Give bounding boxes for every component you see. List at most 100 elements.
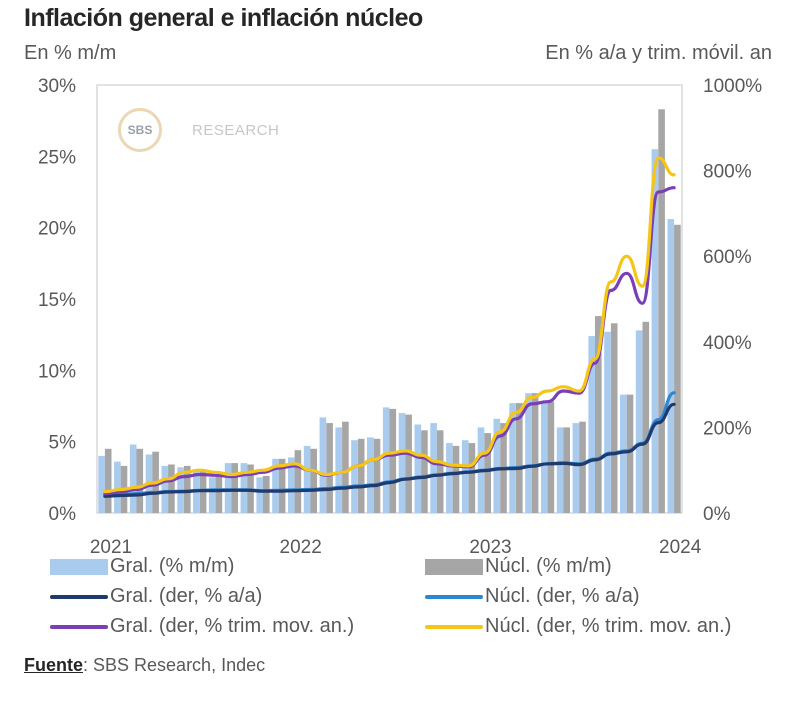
line-gral-yoy (103, 402, 676, 498)
right-axis-label: En % a/a y trim. móvil. an (545, 42, 772, 64)
left-tick-label: 25% (38, 147, 76, 168)
x-tick-label: 2022 (280, 537, 322, 558)
bar-gral-mm (398, 413, 406, 513)
sbs-logo-icon: SBS (118, 108, 162, 152)
bar-nucl-mm (263, 475, 270, 513)
right-tick-label: 600% (703, 247, 752, 268)
bar-nucl-mm (231, 463, 238, 513)
bar-gral-mm (541, 401, 548, 513)
bar-nucl-mm (516, 403, 523, 513)
bar-nucl-mm (579, 421, 586, 513)
lines-group (103, 156, 676, 498)
bar-nucl-mm (626, 394, 634, 513)
source-text: : SBS Research, Indec (83, 655, 266, 675)
line-nucl-3m (103, 156, 676, 494)
bar-gral-mm (620, 394, 627, 513)
legend-label: Gral. (% m/m) (110, 555, 235, 577)
bar-nucl-mm (595, 316, 602, 513)
bar-nucl-mm (373, 438, 381, 513)
bar-gral-mm (556, 427, 564, 513)
source-note: Fuente: SBS Research, Indec (24, 655, 265, 676)
bar-nucl-mm (342, 421, 349, 513)
right-tick-label: 200% (703, 418, 752, 439)
legend-label: Gral. (der, % trim. mov. an.) (110, 615, 355, 637)
right-tick-label: 800% (703, 162, 752, 183)
bar-gral-mm (161, 465, 169, 513)
bar-gral-mm (604, 331, 611, 513)
bar-gral-mm (509, 403, 516, 513)
right-tick-label: 1000% (703, 76, 762, 97)
bar-gral-mm (319, 417, 327, 513)
legend-swatch-nucl-mm (425, 558, 483, 575)
left-tick-label: 30% (38, 76, 76, 97)
legend-item-nucl-mm: Núcl. (% m/m) (425, 555, 612, 578)
x-ticks: 2021 2022 2023 2024 (90, 537, 702, 558)
legend-item-nucl-yoy: Núcl. (der, % a/a) (425, 585, 640, 608)
legend-swatch-gral-3m (50, 624, 108, 629)
left-y-ticks: 0% 5% 10% 15% 20% 25% 30% (38, 76, 76, 525)
bar-gral-mm (635, 330, 643, 513)
left-tick-label: 20% (38, 219, 76, 240)
bar-nucl-mm (278, 458, 286, 513)
bar-nucl-mm (136, 448, 144, 513)
bar-nucl-mm (531, 393, 539, 513)
legend-label: Núcl. (der, % trim. mov. an.) (485, 615, 732, 637)
bar-nucl-mm (405, 414, 412, 513)
bar-gral-mm (430, 423, 437, 513)
bar-gral-mm (525, 393, 532, 513)
bar-gral-mm (208, 477, 216, 513)
legend-label: Núcl. (der, % a/a) (485, 585, 640, 607)
left-axis-label: En % m/m (24, 42, 117, 64)
chart-title: Inflación general e inflación núcleo (24, 4, 423, 32)
bar-gral-mm (493, 418, 501, 513)
bar-gral-mm (240, 463, 248, 513)
legend-item-nucl-3m: Núcl. (der, % trim. mov. an.) (425, 615, 731, 638)
logo-text: SBS (127, 123, 153, 137)
bar-gral-mm (351, 440, 358, 513)
bar-gral-mm (224, 463, 232, 513)
bar-gral-mm (129, 444, 137, 513)
bar-nucl-mm (452, 445, 460, 513)
bar-nucl-mm (674, 224, 681, 514)
left-tick-label: 10% (38, 361, 76, 382)
legend-item-gral-mm: Gral. (% m/m) (50, 555, 234, 578)
source-label: Fuente (24, 655, 84, 675)
bar-nucl-mm (468, 443, 476, 513)
bar-gral-mm (414, 424, 422, 513)
bar-gral-mm (651, 149, 659, 513)
bar-gral-mm (288, 457, 295, 513)
legend-swatch-gral-yoy (50, 594, 108, 599)
legend-item-gral-yoy: Gral. (der, % a/a) (50, 585, 262, 608)
bar-nucl-mm (294, 450, 302, 513)
bar-gral-mm (272, 458, 279, 513)
watermark-text: RESEARCH (192, 122, 280, 139)
bar-gral-mm (114, 461, 121, 513)
bar-nucl-mm (658, 109, 665, 514)
bar-gral-mm (256, 477, 263, 513)
bar-nucl-mm (104, 448, 112, 513)
bar-gral-mm (461, 440, 469, 513)
bar-gral-mm (588, 336, 595, 513)
bar-nucl-mm (610, 323, 618, 513)
left-tick-label: 5% (49, 433, 77, 454)
bar-nucl-mm (563, 427, 570, 513)
bar-nucl-mm (326, 423, 333, 513)
legend-label: Núcl. (% m/m) (485, 555, 612, 577)
bar-nucl-mm (421, 430, 428, 513)
x-tick-label: 2024 (659, 537, 702, 558)
right-tick-label: 0% (703, 504, 731, 525)
legend-swatch-nucl-3m (425, 624, 483, 629)
bar-gral-mm (667, 219, 675, 513)
bar-gral-mm (98, 455, 105, 513)
bar-nucl-mm (184, 465, 191, 513)
bar-nucl-mm (357, 438, 365, 513)
x-tick-label: 2023 (469, 537, 511, 558)
right-y-ticks: 0% 200% 400% 600% 800% 1000% (703, 76, 762, 525)
legend-label: Gral. (der, % a/a) (110, 585, 263, 607)
left-tick-label: 15% (38, 290, 76, 311)
legend-swatch-gral-mm (50, 558, 108, 575)
bar-nucl-mm (168, 464, 175, 513)
right-tick-label: 400% (703, 333, 752, 354)
bar-gral-mm (572, 423, 580, 513)
bar-nucl-mm (215, 475, 223, 513)
